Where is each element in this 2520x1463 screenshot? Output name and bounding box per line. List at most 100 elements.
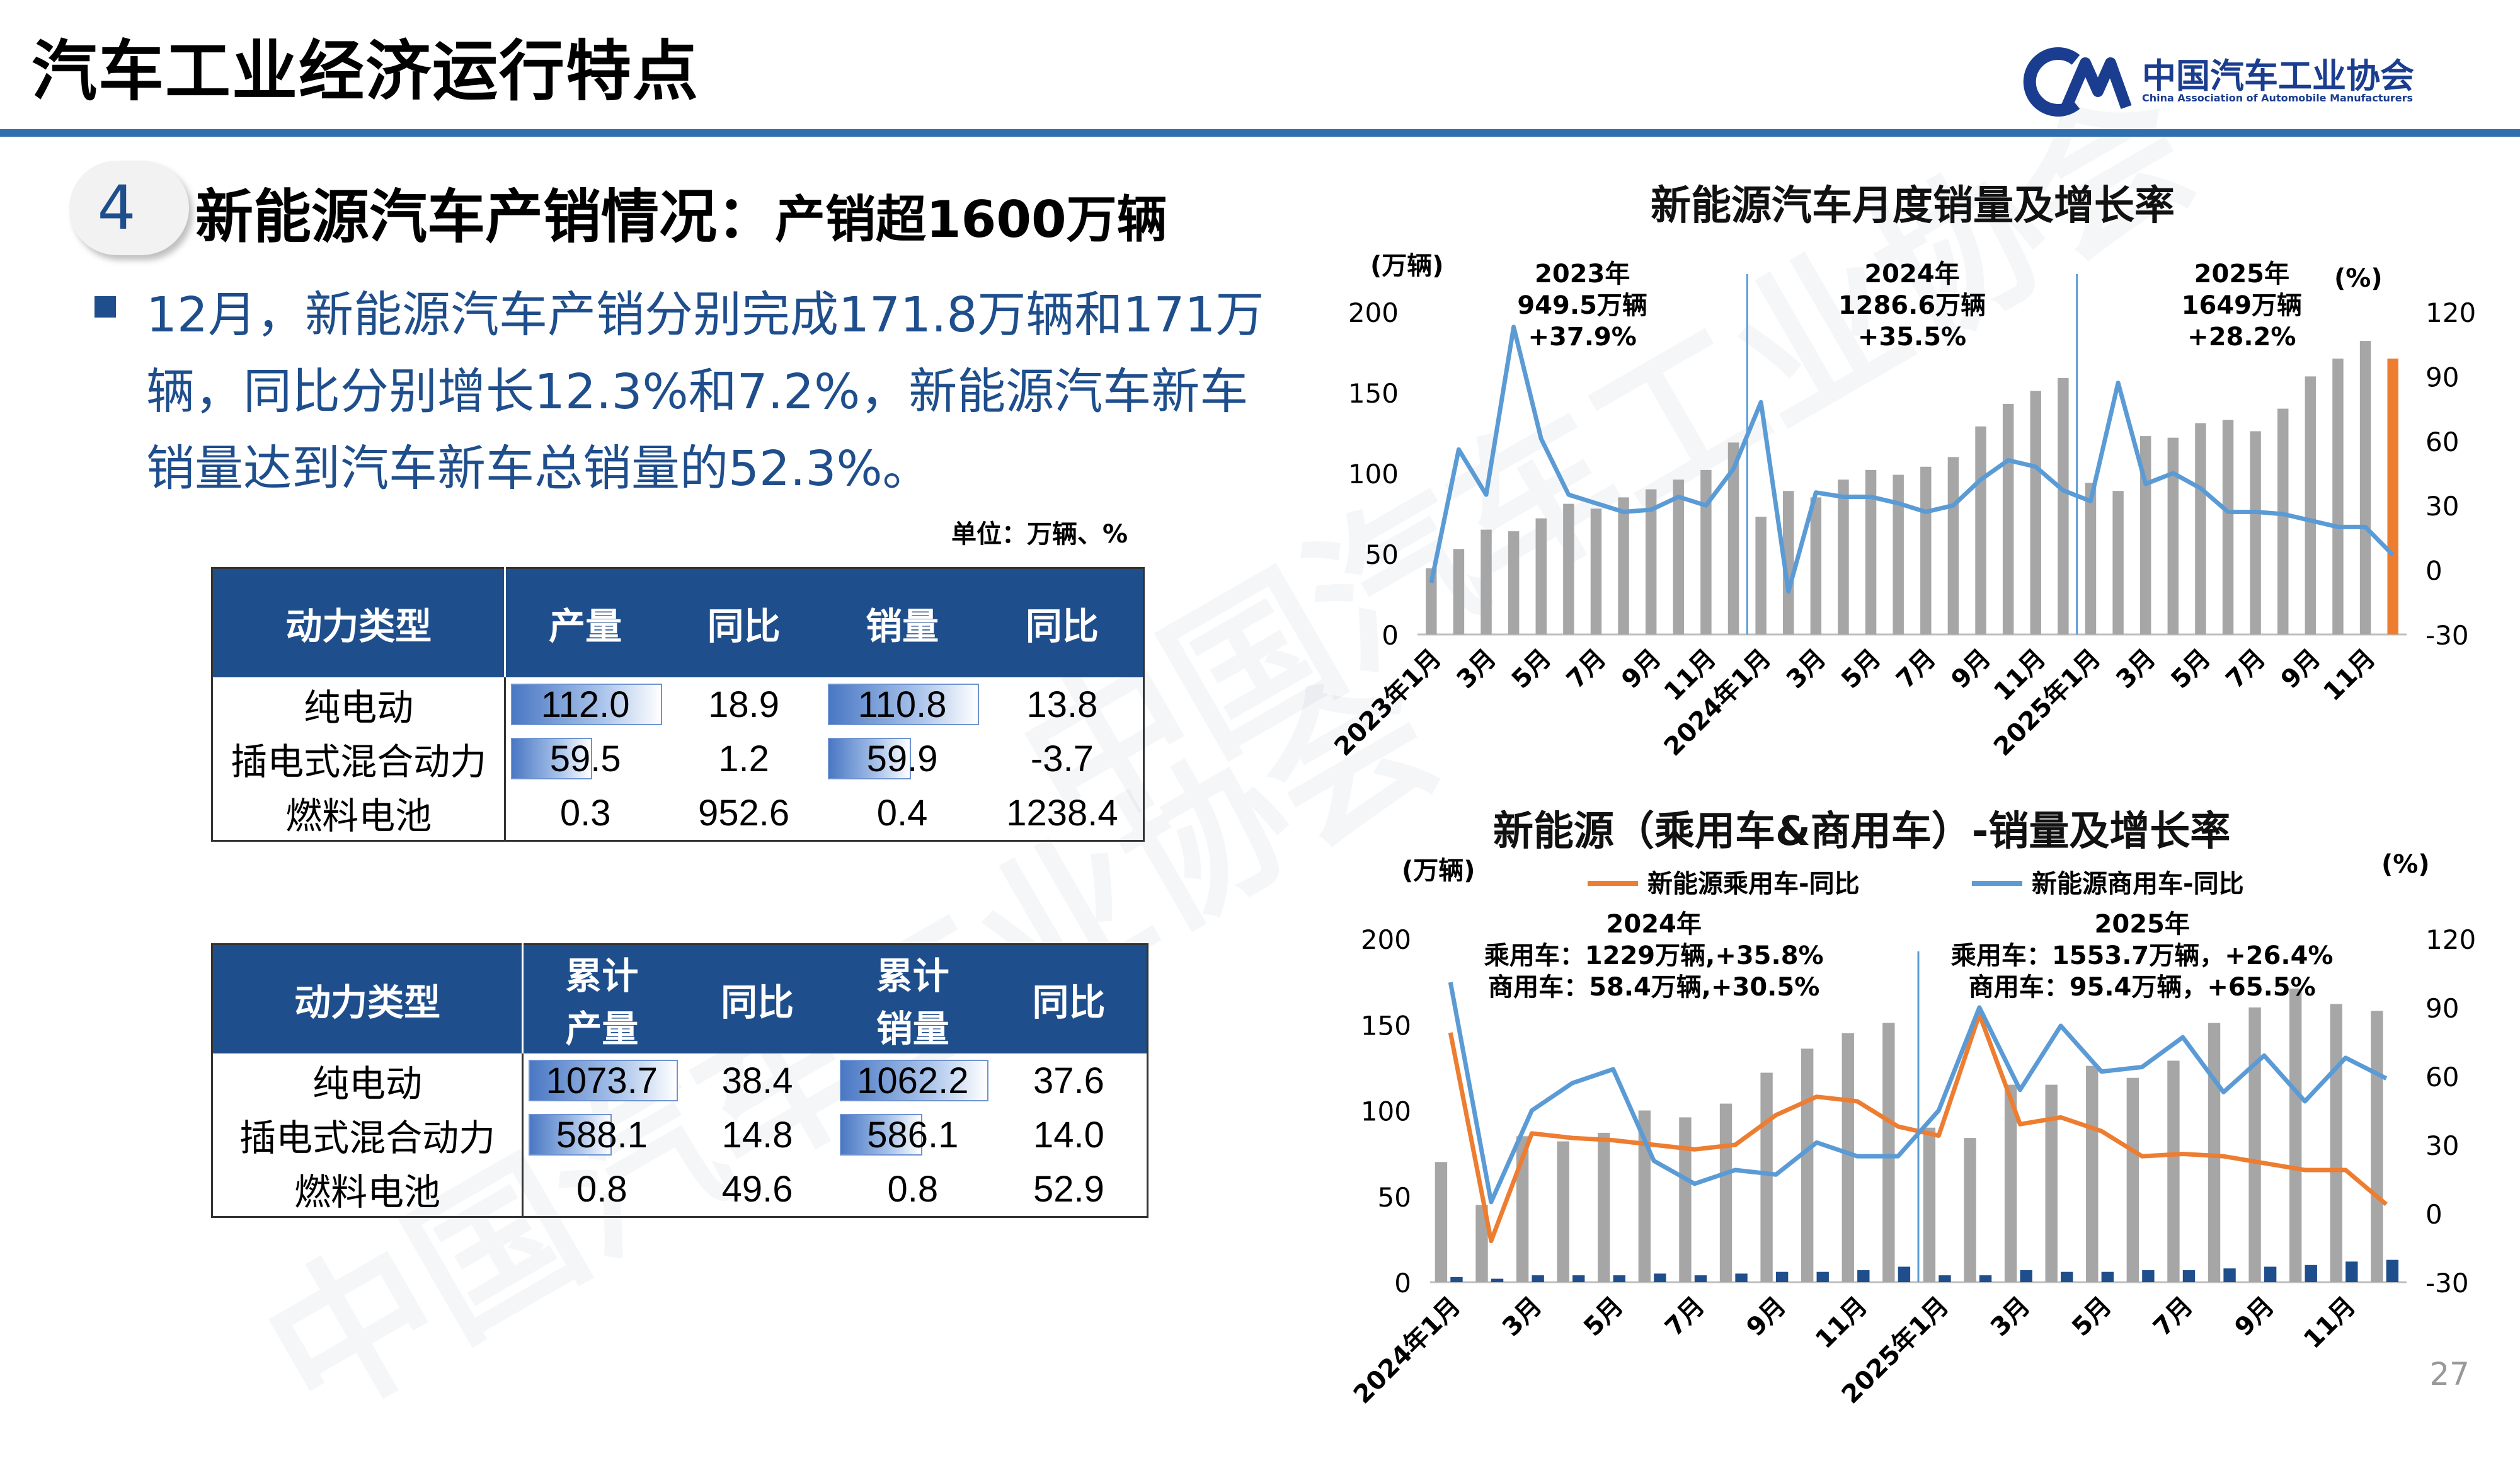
- column-header: 动力类型: [212, 944, 524, 1053]
- legend-label: 新能源商用车-同比: [2032, 869, 2244, 898]
- left-axis-tick-label: 200: [1348, 297, 1399, 328]
- column-header: 累计 产量: [522, 944, 680, 1053]
- passenger-sales-bar: [2208, 1023, 2221, 1282]
- column-header: 动力类型: [212, 568, 507, 677]
- table-row: 插电式混合动力 59.5 1.2 59.9 -3.7: [212, 732, 1144, 786]
- commercial-sales-bar: [1654, 1273, 1666, 1282]
- x-tick-label: 7月: [1561, 644, 1612, 694]
- x-tick-label: 3月: [1781, 644, 1831, 694]
- power-type-cell: 纯电动: [212, 1053, 524, 1108]
- section-number: 4: [97, 173, 136, 243]
- sales-bar: [1893, 474, 1904, 634]
- cell-text: 588.1: [556, 1114, 648, 1156]
- cell-text: 0.4: [876, 792, 928, 834]
- commercial-sales-bar: [1450, 1277, 1463, 1282]
- x-tick-label: 11月: [1810, 1292, 1873, 1355]
- right-axis-tick-label: -30: [2426, 620, 2469, 651]
- annotation-year: 2023年: [1535, 260, 1630, 289]
- sales-bar: [1618, 497, 1629, 634]
- data-bar: [529, 1114, 612, 1156]
- left-axis-tick-label: 100: [1348, 459, 1399, 490]
- sales-bar: [1947, 457, 1959, 634]
- annotation-line: 商用车：58.4万辆,+30.5%: [1488, 973, 1819, 1002]
- commercial-sales-bar: [1816, 1271, 1829, 1282]
- cell-text: 112.0: [541, 684, 630, 725]
- cell-text: 59.5: [549, 738, 621, 779]
- cell-text: 18.9: [708, 684, 780, 725]
- sales-bar: [2387, 359, 2398, 634]
- value-cell: 110.8: [823, 677, 981, 732]
- sales-bar: [2030, 391, 2041, 634]
- commercial-sales-bar: [2020, 1270, 2032, 1282]
- x-tick-label: 11月: [2298, 1292, 2361, 1355]
- sales-bar: [2139, 436, 2151, 634]
- passenger-sales-bar: [1760, 1072, 1773, 1282]
- value-cell: 952.6: [665, 786, 823, 841]
- data-bar: [529, 1060, 678, 1101]
- value-cell: 1073.7: [523, 1053, 680, 1108]
- table-row: 插电式混合动力 588.1 14.8 586.1 14.0: [212, 1108, 1148, 1162]
- logo-english-name: China Association of Automobile Manufact…: [2142, 92, 2414, 104]
- commercial-sales-bar: [1532, 1275, 1544, 1282]
- x-tick-label: 5月: [2165, 644, 2216, 694]
- x-tick-label: 7月: [1891, 644, 1941, 694]
- column-header: 产量: [505, 568, 665, 677]
- x-tick-label: 5月: [1506, 644, 1557, 694]
- commercial-sales-bar: [1694, 1275, 1707, 1282]
- value-cell: 1238.4: [982, 786, 1144, 841]
- cell-text: 0.3: [559, 792, 611, 834]
- column-header: 同比: [664, 568, 823, 677]
- right-axis-tick-label: -30: [2426, 1268, 2469, 1299]
- value-cell: -3.7: [982, 732, 1144, 786]
- sales-bar: [2058, 377, 2069, 634]
- sales-bar: [2195, 423, 2206, 634]
- right-axis-tick-label: 0: [2426, 1199, 2443, 1230]
- sales-bar: [2250, 431, 2261, 634]
- x-tick-label: 7月: [2148, 1292, 2198, 1342]
- value-cell: 59.5: [505, 732, 665, 786]
- data-bar: [839, 1060, 988, 1101]
- passenger-sales-bar: [2289, 989, 2302, 1282]
- page-number: 27: [2429, 1356, 2470, 1392]
- sales-bar: [2167, 437, 2179, 634]
- data-bar: [511, 738, 593, 779]
- sales-bar: [2359, 341, 2371, 634]
- cell-text: 37.6: [1033, 1060, 1104, 1101]
- power-type-cell: 燃料电池: [212, 786, 507, 841]
- passenger-sales-bar: [1475, 1205, 1488, 1282]
- logo-chinese-name: 中国汽车工业协会: [2142, 56, 2414, 96]
- annotation-line: 乘用车：1229万辆,+35.8%: [1484, 941, 1824, 970]
- cam-logo-icon: [2023, 47, 2132, 117]
- right-axis-tick-label: 120: [2426, 924, 2476, 955]
- sales-bar: [1426, 568, 1437, 634]
- cell-text: 插电式混合动力: [231, 742, 487, 783]
- sales-bar: [1673, 479, 1685, 634]
- sales-bar: [2222, 420, 2234, 634]
- table-row: 燃料电池 0.3 952.6 0.4 1238.4: [212, 786, 1144, 841]
- commercial-sales-bar: [2061, 1271, 2073, 1282]
- x-tick-label: 5月: [1578, 1292, 1629, 1342]
- data-bar: [839, 1114, 923, 1156]
- right-axis-tick-label: 90: [2426, 993, 2459, 1024]
- sales-bar: [1755, 517, 1767, 634]
- commercial-sales-bar: [1735, 1273, 1748, 1282]
- value-cell: 52.9: [991, 1162, 1148, 1217]
- summary-text: 12月，新能源汽车产销分别完成171.8万辆和171万辆，同比分别增长12.3%…: [146, 287, 1264, 497]
- sales-bar: [1508, 531, 1520, 634]
- value-cell: 112.0: [505, 677, 665, 732]
- cell-text: 纯电动: [304, 687, 414, 728]
- column-header: 同比: [990, 944, 1148, 1053]
- unit-label: 单位：万辆、%: [951, 520, 1128, 549]
- sales-bar: [2002, 403, 2014, 634]
- passenger-sales-bar: [1801, 1048, 1814, 1282]
- cell-text: 1073.7: [546, 1060, 658, 1101]
- annotation-growth: +28.2%: [2187, 323, 2296, 352]
- passenger-sales-bar: [2126, 1077, 2139, 1282]
- value-cell: 1062.2: [835, 1053, 991, 1108]
- legend-label: 新能源乘用车-同比: [1647, 869, 1860, 898]
- x-tick-label: 9月: [2230, 1292, 2280, 1342]
- commercial-sales-bar: [2345, 1261, 2358, 1282]
- passenger-sales-bar: [1882, 1023, 1895, 1282]
- x-tick-label: 7月: [2221, 644, 2271, 694]
- annotation-line: 乘用车：1553.7万辆，+26.4%: [1951, 941, 2334, 970]
